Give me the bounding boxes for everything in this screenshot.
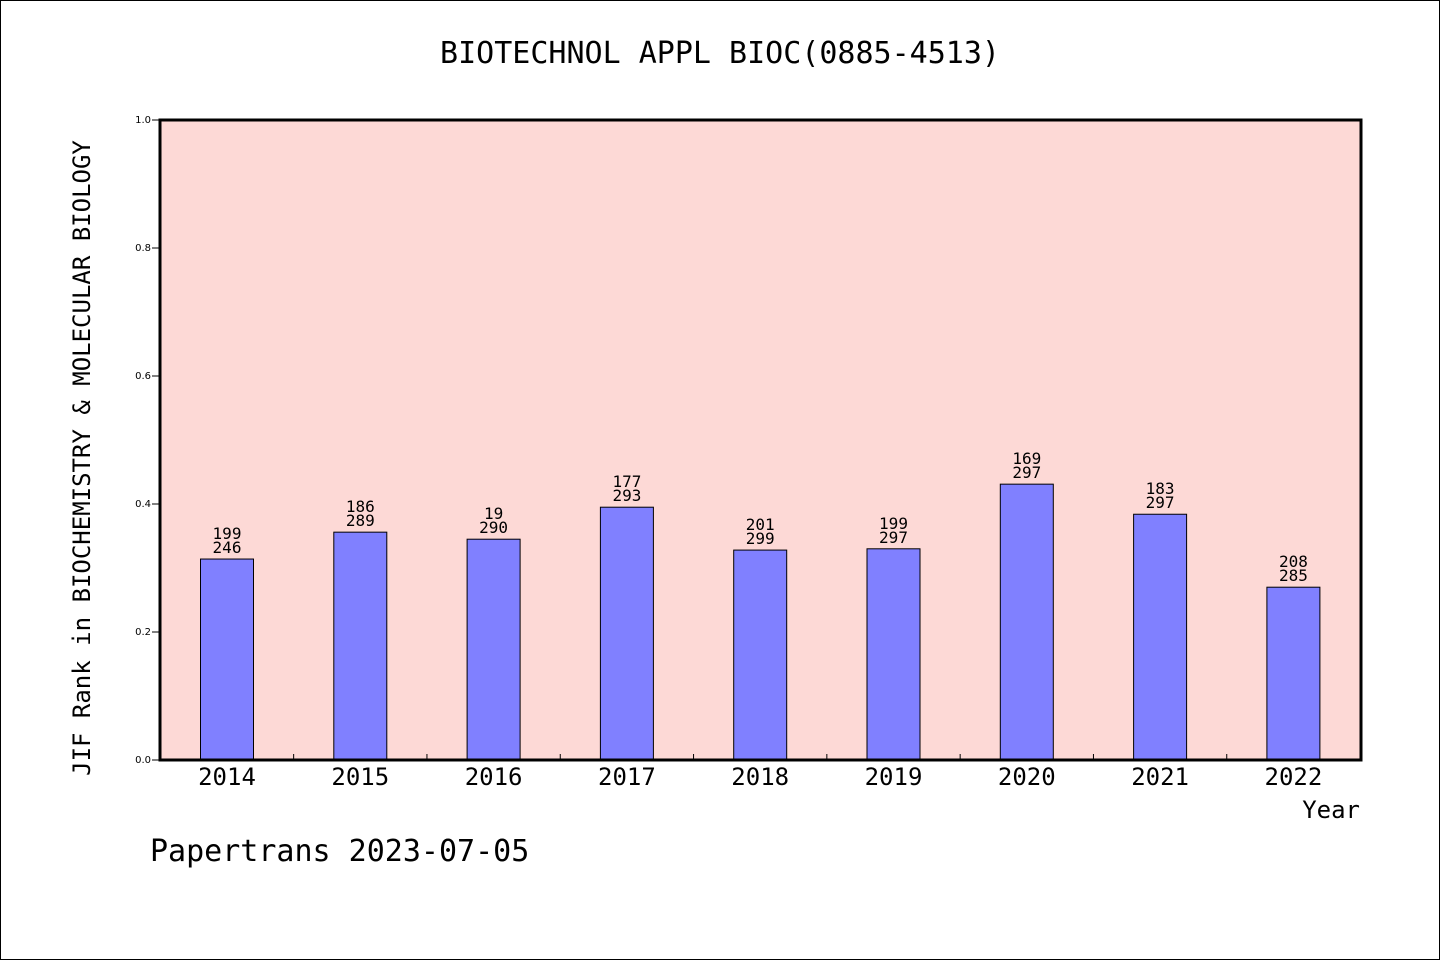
bar-2018 [733, 549, 788, 761]
bar-label-bottom: 299 [746, 529, 775, 548]
bar-2014 [200, 558, 254, 761]
footer-text: Papertrans 2023-07-05 [150, 834, 530, 869]
bar-label-top: 201 [746, 515, 775, 534]
bar-label-bottom: 289 [346, 511, 375, 530]
bar-2019 [866, 548, 921, 761]
y-tick-label: 0.6 [135, 371, 151, 382]
y-tick-label: 0.4 [135, 499, 151, 510]
x-tick-label: 2021 [1131, 763, 1189, 791]
bar-label-bottom: 246 [213, 538, 242, 557]
bar-label-top: 199 [879, 514, 908, 533]
chart-title: BIOTECHNOL APPL BIOC(0885-4513) [440, 36, 1000, 71]
plot-border [158, 118, 1363, 762]
bar-2021 [1133, 513, 1188, 761]
bar-label-top: 183 [1146, 479, 1175, 498]
bar-2022 [1266, 586, 1321, 761]
bar-label-top: 177 [612, 472, 641, 491]
y-tick-label: 0.0 [135, 755, 151, 766]
bar-label-top: 186 [346, 497, 375, 516]
x-tick-label: 2017 [598, 763, 656, 791]
bar-label-bottom: 297 [1012, 463, 1041, 482]
bar-label-top: 199 [213, 524, 242, 543]
y-tick-label: 0.2 [135, 627, 151, 638]
x-axis-label: Year [1302, 796, 1360, 824]
x-tick-label: 2020 [998, 763, 1056, 791]
bar-2015 [333, 531, 388, 761]
bar-label-bottom: 290 [479, 518, 508, 537]
bar-label-top: 208 [1279, 552, 1308, 571]
bar-2016 [466, 538, 521, 761]
x-tick-label: 2022 [1265, 763, 1323, 791]
bar-label-bottom: 297 [879, 528, 908, 547]
x-tick-label: 2019 [865, 763, 923, 791]
x-tick-label: 2015 [331, 763, 389, 791]
x-tick-label: 2016 [465, 763, 523, 791]
bar-2017 [599, 506, 654, 761]
y-tick-label: 0.8 [135, 243, 151, 254]
y-tick-label: 1.0 [135, 115, 151, 126]
bar-label-bottom: 293 [612, 486, 641, 505]
x-tick-label: 2018 [731, 763, 789, 791]
bar-2020 [999, 483, 1054, 761]
bar-label-bottom: 285 [1279, 566, 1308, 585]
bar-label-bottom: 297 [1146, 493, 1175, 512]
x-tick-label: 2014 [198, 763, 256, 791]
bar-label-top: 169 [1012, 449, 1041, 468]
bar-label-top: 19 [484, 504, 503, 523]
